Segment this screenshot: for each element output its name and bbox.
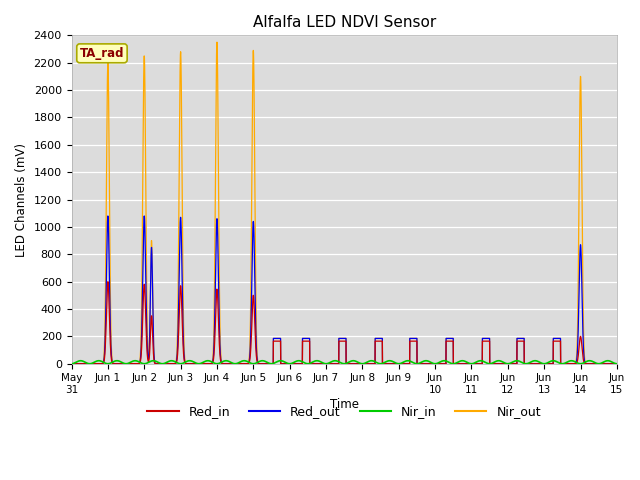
Nir_in — [95, 358, 103, 364]
Red_in — [68, 361, 76, 367]
Legend: Red_in, Red_out, Nir_in, Nir_out: Red_in, Red_out, Nir_in, Nir_out — [142, 400, 546, 423]
Line: Red_out: Red_out — [72, 216, 617, 364]
Red_in — [472, 361, 480, 367]
Nir_out — [472, 361, 480, 367]
Red_in — [265, 361, 273, 367]
Nir_in — [241, 358, 248, 363]
Red_out — [390, 361, 398, 367]
Nir_out — [213, 39, 221, 45]
Red_in — [501, 361, 509, 367]
Red_in — [95, 361, 103, 367]
Nir_in — [68, 361, 76, 367]
Red_out — [68, 361, 76, 367]
X-axis label: Time: Time — [330, 398, 358, 411]
Nir_in — [390, 360, 398, 365]
Nir_out — [265, 361, 273, 367]
Red_out — [472, 361, 480, 367]
Nir_in — [265, 360, 273, 366]
Text: TA_rad: TA_rad — [80, 47, 124, 60]
Red_out — [306, 361, 314, 367]
Nir_out — [390, 361, 398, 367]
Red_in — [306, 361, 314, 367]
Nir_out — [68, 361, 76, 367]
Nir_out — [414, 361, 422, 367]
Line: Nir_in: Nir_in — [72, 360, 617, 364]
Line: Nir_out: Nir_out — [72, 42, 617, 364]
Nir_in — [472, 360, 480, 365]
Nir_in — [613, 361, 621, 367]
Nir_out — [613, 361, 621, 367]
Red_in — [390, 361, 398, 367]
Red_out — [501, 361, 509, 367]
Red_out — [265, 361, 273, 367]
Red_out — [613, 361, 621, 367]
Nir_out — [95, 361, 103, 367]
Line: Red_in: Red_in — [72, 282, 617, 364]
Y-axis label: LED Channels (mV): LED Channels (mV) — [15, 143, 28, 256]
Nir_out — [306, 361, 314, 367]
Red_in — [104, 279, 112, 285]
Red_out — [414, 361, 422, 367]
Red_in — [414, 361, 422, 367]
Nir_out — [501, 361, 509, 367]
Nir_in — [414, 361, 422, 367]
Nir_in — [501, 360, 509, 366]
Red_in — [613, 361, 621, 367]
Red_out — [104, 213, 112, 219]
Red_out — [95, 361, 103, 367]
Title: Alfalfa LED NDVI Sensor: Alfalfa LED NDVI Sensor — [253, 15, 436, 30]
